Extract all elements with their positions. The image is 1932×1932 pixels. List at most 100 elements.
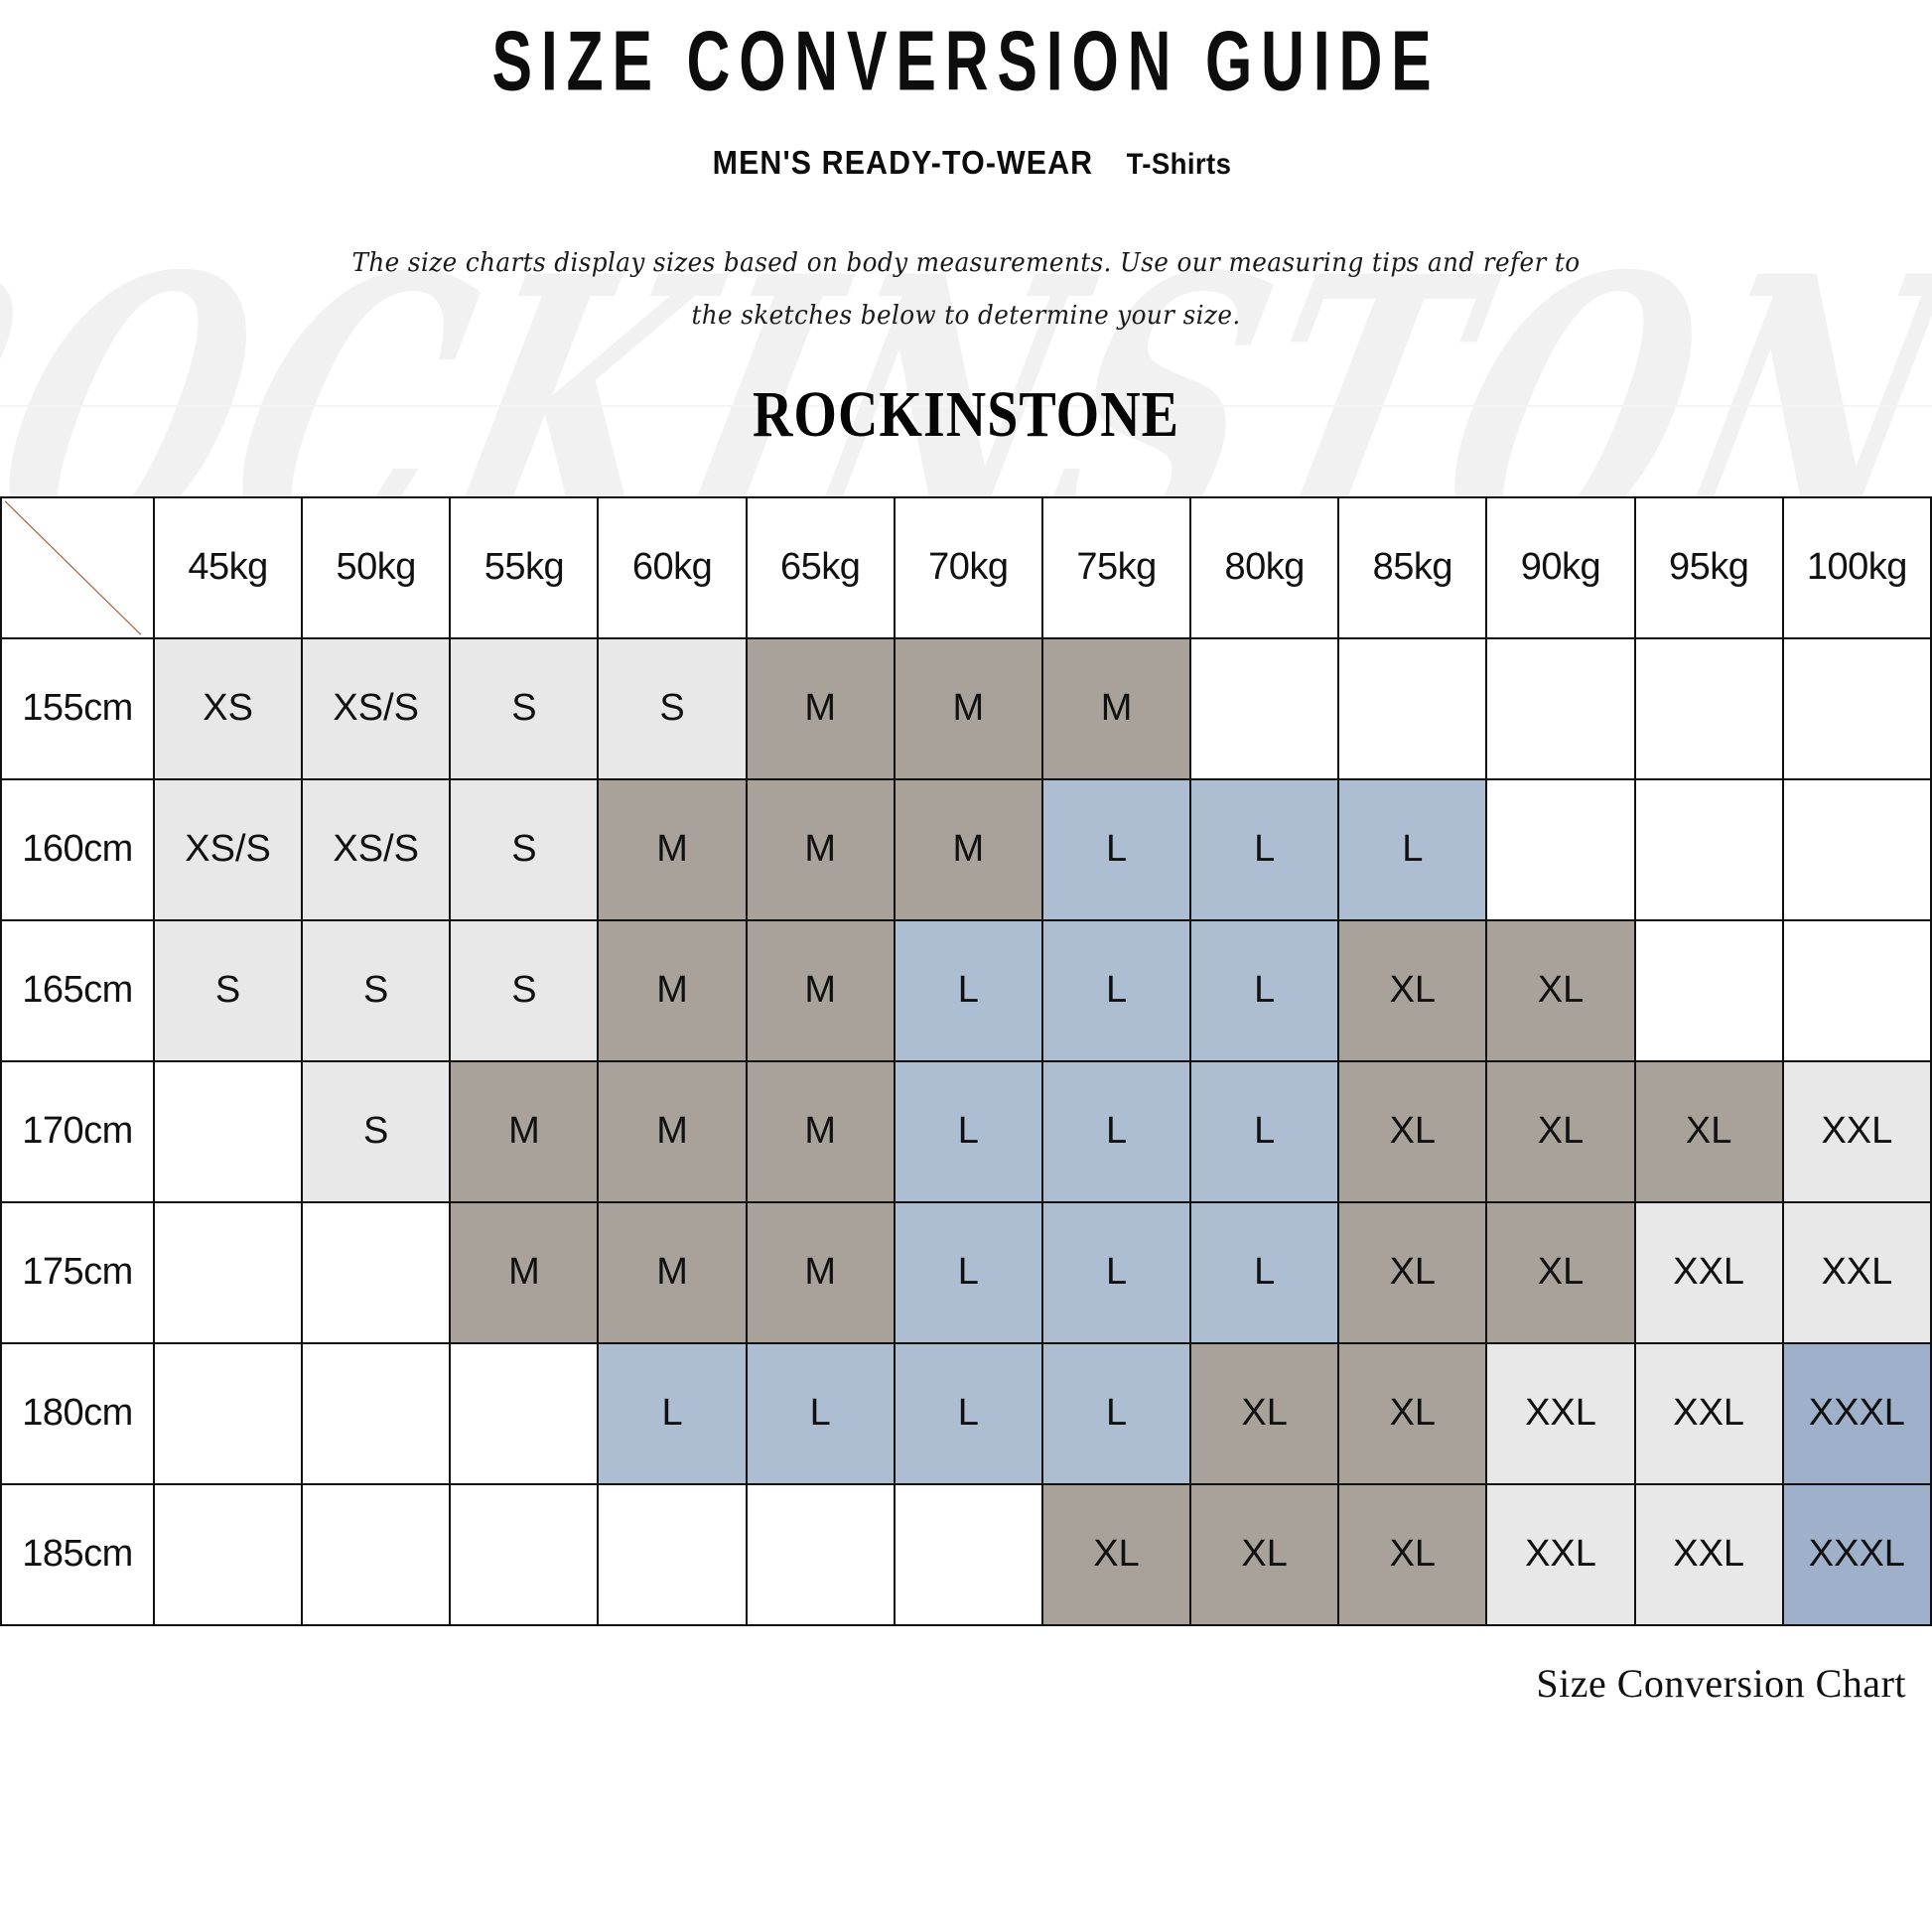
brand-name: ROCKINSTONE [752, 377, 1180, 451]
size-cell-185cm-80kg[interactable]: XL [1189, 1482, 1340, 1626]
size-cell-160cm-70kg[interactable]: M [893, 777, 1043, 921]
size-cell-175cm-95kg[interactable]: XXL [1633, 1200, 1784, 1344]
table-row: 160cm XS/S XS/S S M M M L L L [0, 777, 1932, 921]
size-cell-175cm-70kg[interactable]: L [893, 1200, 1043, 1344]
size-cell-155cm-70kg[interactable]: M [893, 636, 1043, 780]
size-cell-170cm-55kg[interactable]: M [449, 1059, 600, 1203]
size-cell-155cm-60kg[interactable]: S [597, 636, 748, 780]
size-cell-155cm-75kg[interactable]: M [1040, 636, 1192, 780]
size-cell-185cm-65kg[interactable] [745, 1482, 896, 1626]
size-cell-155cm-45kg[interactable]: XS [152, 636, 304, 780]
size-cell-180cm-60kg[interactable]: L [597, 1341, 748, 1485]
size-cell-175cm-75kg[interactable]: L [1040, 1200, 1192, 1344]
row-header-180cm: 180cm [0, 1341, 155, 1485]
size-cell-185cm-85kg[interactable]: XL [1337, 1482, 1488, 1626]
size-cell-180cm-50kg[interactable] [301, 1341, 452, 1485]
size-cell-170cm-45kg[interactable] [152, 1059, 304, 1203]
size-cell-155cm-85kg[interactable] [1337, 636, 1488, 780]
size-cell-165cm-60kg[interactable]: M [597, 918, 748, 1062]
size-cell-185cm-100kg[interactable]: XXXL [1781, 1482, 1932, 1626]
size-cell-165cm-95kg[interactable] [1633, 918, 1784, 1062]
size-cell-170cm-65kg[interactable]: M [745, 1059, 896, 1203]
subtitle-row: MEN'S READY-TO-WEAR T-Shirts [0, 144, 1932, 182]
size-cell-180cm-45kg[interactable] [152, 1341, 304, 1485]
column-header-60kg: 60kg [597, 495, 748, 639]
size-cell-175cm-50kg[interactable] [301, 1200, 452, 1344]
size-cell-180cm-65kg[interactable]: L [745, 1341, 896, 1485]
size-cell-170cm-100kg[interactable]: XXL [1781, 1059, 1932, 1203]
size-cell-175cm-80kg[interactable]: L [1189, 1200, 1340, 1344]
size-cell-170cm-90kg[interactable]: XL [1485, 1059, 1636, 1203]
size-cell-175cm-100kg[interactable]: XXL [1781, 1200, 1932, 1344]
size-cell-180cm-75kg[interactable]: L [1040, 1341, 1192, 1485]
size-cell-180cm-90kg[interactable]: XXL [1485, 1341, 1636, 1485]
size-cell-165cm-45kg[interactable]: S [152, 918, 304, 1062]
size-cell-175cm-85kg[interactable]: XL [1337, 1200, 1488, 1344]
size-cell-180cm-85kg[interactable]: XL [1337, 1341, 1488, 1485]
size-cell-155cm-50kg[interactable]: XS/S [301, 636, 452, 780]
table-row: 170cm S M M M L L L XL XL XL XXL [0, 1059, 1932, 1203]
size-cell-165cm-90kg[interactable]: XL [1485, 918, 1636, 1062]
column-header-55kg: 55kg [449, 495, 600, 639]
size-cell-180cm-70kg[interactable]: L [893, 1341, 1043, 1485]
size-cell-155cm-80kg[interactable] [1189, 636, 1340, 780]
size-cell-170cm-85kg[interactable]: XL [1337, 1059, 1488, 1203]
size-cell-160cm-100kg[interactable] [1781, 777, 1932, 921]
size-cell-170cm-75kg[interactable]: L [1040, 1059, 1192, 1203]
size-cell-160cm-55kg[interactable]: S [449, 777, 600, 921]
size-cell-155cm-90kg[interactable] [1485, 636, 1636, 780]
diagonal-divider-icon [2, 498, 153, 637]
size-cell-165cm-100kg[interactable] [1781, 918, 1932, 1062]
size-cell-185cm-70kg[interactable] [893, 1482, 1043, 1626]
size-cell-160cm-85kg[interactable]: L [1337, 777, 1488, 921]
size-cell-165cm-50kg[interactable]: S [301, 918, 452, 1062]
size-cell-165cm-75kg[interactable]: L [1040, 918, 1192, 1062]
size-cell-175cm-55kg[interactable]: M [449, 1200, 600, 1344]
size-cell-180cm-100kg[interactable]: XXXL [1781, 1341, 1932, 1485]
size-cell-180cm-80kg[interactable]: XL [1189, 1341, 1340, 1485]
size-cell-160cm-60kg[interactable]: M [597, 777, 748, 921]
size-cell-170cm-95kg[interactable]: XL [1633, 1059, 1784, 1203]
table-row: 180cm L L L L XL XL XXL XXL XXXL [0, 1341, 1932, 1485]
size-cell-165cm-80kg[interactable]: L [1189, 918, 1340, 1062]
size-cell-160cm-65kg[interactable]: M [745, 777, 896, 921]
size-cell-155cm-65kg[interactable]: M [745, 636, 896, 780]
size-cell-185cm-90kg[interactable]: XXL [1485, 1482, 1636, 1626]
size-cell-155cm-55kg[interactable]: S [449, 636, 600, 780]
size-cell-165cm-55kg[interactable]: S [449, 918, 600, 1062]
size-cell-165cm-65kg[interactable]: M [745, 918, 896, 1062]
size-cell-160cm-95kg[interactable] [1633, 777, 1784, 921]
row-header-175cm: 175cm [0, 1200, 155, 1344]
row-header-185cm: 185cm [0, 1482, 155, 1626]
column-header-80kg: 80kg [1189, 495, 1340, 639]
size-cell-170cm-70kg[interactable]: L [893, 1059, 1043, 1203]
size-cell-185cm-60kg[interactable] [597, 1482, 748, 1626]
size-cell-180cm-55kg[interactable] [449, 1341, 600, 1485]
size-cell-175cm-60kg[interactable]: M [597, 1200, 748, 1344]
size-cell-160cm-90kg[interactable] [1485, 777, 1636, 921]
size-cell-155cm-95kg[interactable] [1633, 636, 1784, 780]
size-cell-185cm-95kg[interactable]: XXL [1633, 1482, 1784, 1626]
size-cell-185cm-50kg[interactable] [301, 1482, 452, 1626]
size-cell-170cm-50kg[interactable]: S [301, 1059, 452, 1203]
column-header-95kg: 95kg [1633, 495, 1784, 639]
size-cell-175cm-65kg[interactable]: M [745, 1200, 896, 1344]
column-header-75kg: 75kg [1040, 495, 1192, 639]
size-cell-170cm-80kg[interactable]: L [1189, 1059, 1340, 1203]
size-cell-160cm-45kg[interactable]: XS/S [152, 777, 304, 921]
size-cell-160cm-50kg[interactable]: XS/S [301, 777, 452, 921]
size-cell-185cm-75kg[interactable]: XL [1040, 1482, 1192, 1626]
size-cell-165cm-70kg[interactable]: L [893, 918, 1043, 1062]
size-cell-165cm-85kg[interactable]: XL [1337, 918, 1488, 1062]
size-cell-185cm-55kg[interactable] [449, 1482, 600, 1626]
size-cell-175cm-45kg[interactable] [152, 1200, 304, 1344]
size-cell-180cm-95kg[interactable]: XXL [1633, 1341, 1784, 1485]
size-cell-170cm-60kg[interactable]: M [597, 1059, 748, 1203]
size-cell-175cm-90kg[interactable]: XL [1485, 1200, 1636, 1344]
size-cell-185cm-45kg[interactable] [152, 1482, 304, 1626]
size-cell-160cm-80kg[interactable]: L [1189, 777, 1340, 921]
size-cell-160cm-75kg[interactable]: L [1040, 777, 1192, 921]
size-conversion-table: 45kg 50kg 55kg 60kg 65kg 70kg 75kg 80kg 85kg 90kg… [0, 495, 1932, 1626]
size-cell-155cm-100kg[interactable] [1781, 636, 1932, 780]
row-header-170cm: 170cm [0, 1059, 155, 1203]
